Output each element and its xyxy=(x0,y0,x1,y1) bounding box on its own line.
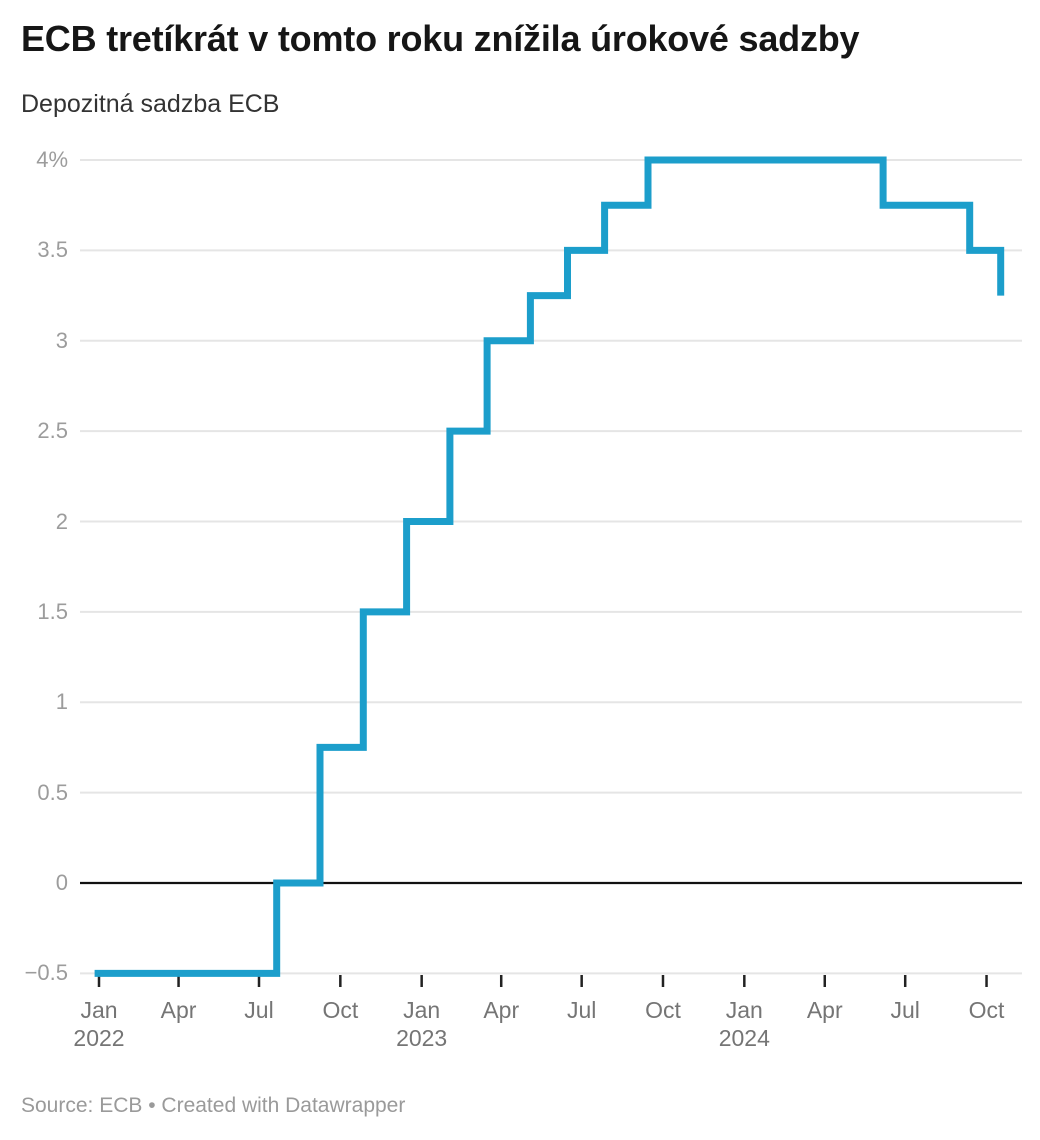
x-axis-label: Apr xyxy=(806,997,843,1023)
y-axis-label: 4% xyxy=(36,147,68,172)
source-note: Source: ECB • Created with Datawrapper xyxy=(21,1094,406,1117)
y-axis-label: 3.5 xyxy=(37,237,68,263)
chart-subtitle: Depozitná sadzba ECB xyxy=(21,90,280,118)
y-axis-label: 2.5 xyxy=(37,418,68,444)
x-axis-label: Apr xyxy=(483,997,520,1023)
y-axis-label: 1 xyxy=(55,689,68,715)
y-axis-label: 2 xyxy=(55,508,68,534)
x-axis-label: Jul xyxy=(890,997,920,1023)
x-axis-year-label: 2023 xyxy=(396,1025,448,1051)
y-axis-label: 1.5 xyxy=(37,598,68,624)
x-axis-label: Oct xyxy=(322,997,359,1023)
y-axis-label: −0.5 xyxy=(24,960,68,986)
x-axis-label: Jul xyxy=(566,997,597,1023)
deposit-rate-step-line xyxy=(94,156,1005,977)
x-axis-year-label: 2024 xyxy=(718,1025,770,1051)
x-axis-label: Jul xyxy=(244,997,274,1023)
y-axis-label: 0 xyxy=(55,870,68,895)
y-axis-label: 3 xyxy=(55,327,68,353)
x-axis-label: Oct xyxy=(645,997,681,1023)
x-axis-year-label: 2022 xyxy=(73,1025,125,1051)
x-axis-label: Apr xyxy=(160,997,197,1023)
x-axis-label: Oct xyxy=(968,997,1005,1023)
x-axis-label: Jan xyxy=(403,997,441,1023)
x-axis-label: Jan xyxy=(725,997,763,1023)
chart-title: ECB tretíkrát v tomto roku znížila úroko… xyxy=(21,18,860,59)
y-axis-label: 0.5 xyxy=(37,779,68,805)
x-axis-label: Jan xyxy=(80,997,118,1023)
